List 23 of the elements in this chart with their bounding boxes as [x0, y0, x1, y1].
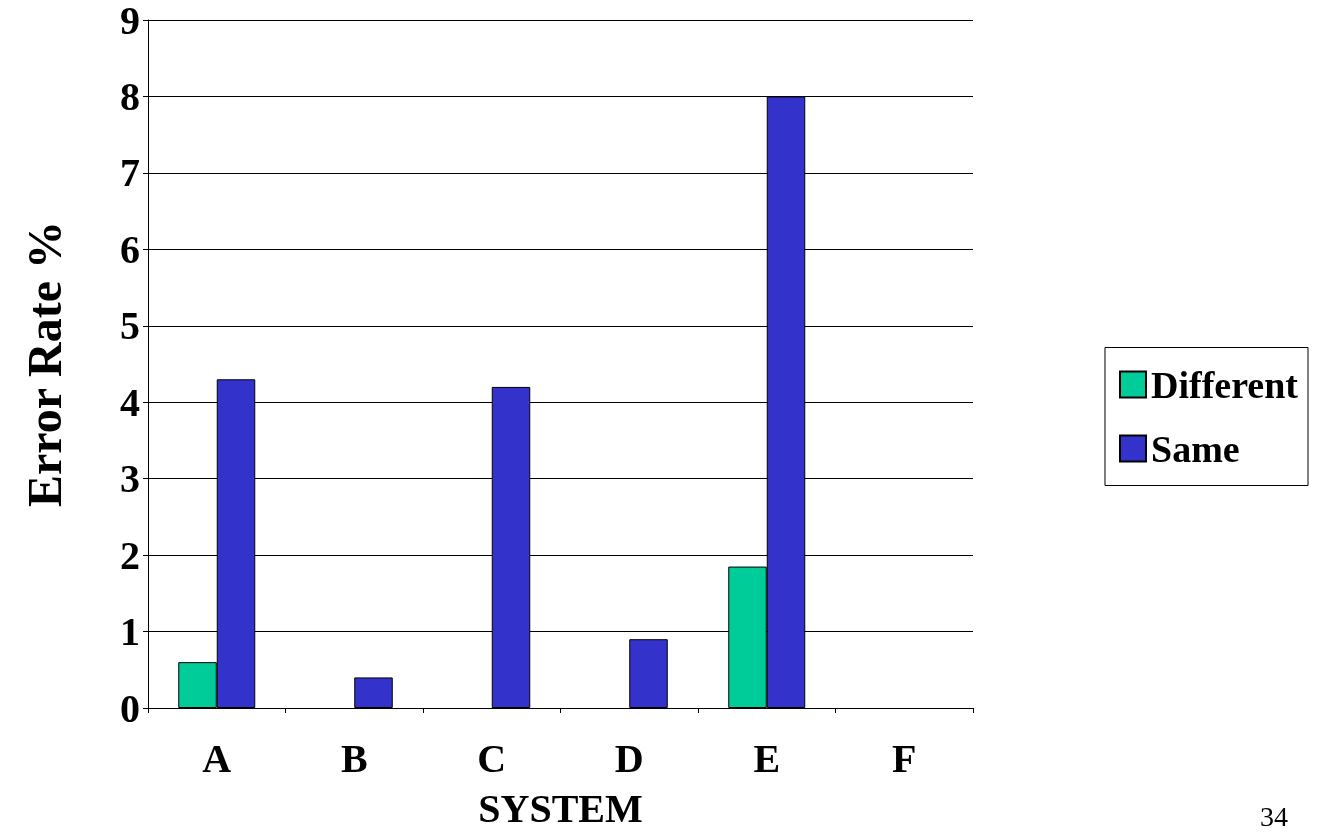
y-tick-label: 7	[120, 150, 140, 196]
x-tick-label: D	[614, 735, 644, 781]
x-tick-label: B	[340, 735, 368, 781]
x-tick-label: A	[202, 735, 232, 781]
y-tick-label: 5	[120, 303, 140, 349]
x-tick-label: C	[477, 735, 507, 781]
y-tick-label: 4	[120, 379, 140, 425]
x-tick-label: E	[753, 735, 781, 781]
y-tick-label: 3	[120, 456, 140, 502]
y-tick-label: 9	[120, 0, 140, 43]
text: 34	[1260, 801, 1288, 833]
x-tick-label: F	[892, 735, 917, 781]
y-tick-label: 6	[120, 226, 140, 272]
legend-label: Same	[1150, 427, 1240, 470]
y-tick-label: 1	[120, 609, 140, 655]
bar	[354, 677, 393, 708]
y-axis-title: Error Rate %	[17, 220, 71, 508]
y-tick-label: 2	[120, 532, 140, 578]
x-axis-title: SYSTEM	[478, 785, 643, 831]
y-tick-label: 8	[120, 73, 140, 119]
y-tick-label: 0	[120, 685, 140, 731]
legend-label: Different	[1150, 363, 1299, 406]
bar	[629, 639, 668, 708]
